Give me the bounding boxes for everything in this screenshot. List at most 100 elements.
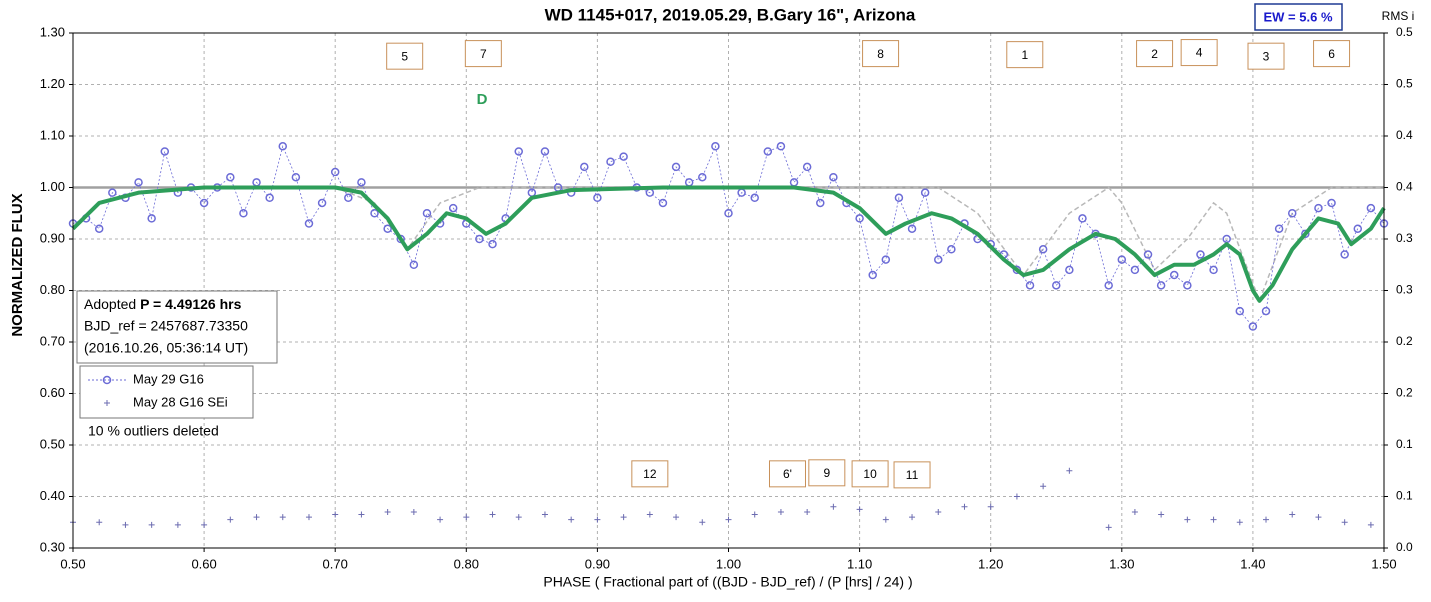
data-point — [94, 224, 104, 233]
ew-label: EW = 5.6 % — [1264, 9, 1333, 24]
data-cross — [856, 506, 863, 513]
data-point — [907, 224, 917, 233]
data-point — [789, 178, 799, 187]
y2-tick-label: 0.5 — [1396, 25, 1413, 39]
x-tick-label: 1.40 — [1240, 556, 1265, 571]
data-cross — [1066, 467, 1073, 474]
data-point — [108, 188, 117, 197]
legend-marker — [102, 375, 112, 385]
data-cross — [463, 514, 470, 521]
data-cross — [699, 519, 706, 526]
plot-frame — [72, 32, 1385, 549]
x-tick-label: 1.50 — [1371, 556, 1396, 571]
data-cross — [1131, 508, 1138, 515]
data-point — [1143, 250, 1153, 259]
data-cross — [305, 514, 312, 521]
data-cross — [122, 521, 129, 528]
data-point — [1078, 214, 1087, 223]
legend-frame — [79, 365, 254, 419]
data-cross — [384, 508, 391, 515]
data-point — [1196, 250, 1205, 259]
y-tick-label: 0.80 — [40, 282, 65, 297]
annotation-label: 8 — [877, 47, 884, 61]
data-point — [802, 162, 812, 172]
x-tick-label: 0.80 — [454, 556, 479, 571]
annotation: 11 — [893, 461, 931, 489]
data-cross — [1236, 519, 1243, 526]
data-point — [711, 142, 720, 151]
y2-tick-label: 0.1 — [1396, 489, 1413, 503]
data-point — [1209, 265, 1218, 275]
data-cross — [489, 511, 496, 518]
data-cross — [227, 516, 234, 523]
annotation-box — [862, 40, 900, 68]
data-cross — [646, 511, 653, 518]
annotation-box — [386, 42, 424, 70]
data-point — [855, 214, 864, 223]
data-point — [1012, 265, 1022, 275]
y2-tick-label: 0.2 — [1396, 334, 1413, 348]
annotation: 5 — [386, 42, 424, 70]
y-tick-label: 0.30 — [40, 539, 65, 554]
annotation: 6 — [1313, 40, 1351, 68]
data-point — [134, 178, 143, 187]
y2-tick-label: 0.4 — [1396, 180, 1413, 194]
legend-label: May 29 G16 — [133, 371, 204, 386]
annotation: 9 — [808, 459, 846, 487]
data-cross — [1158, 511, 1165, 518]
data-point — [1025, 281, 1035, 290]
annotation-label: 6 — [1328, 47, 1335, 61]
y-tick-label: 0.90 — [40, 230, 65, 245]
x-tick-label: 0.90 — [585, 556, 610, 571]
data-cross — [96, 519, 103, 526]
data-cross — [568, 516, 575, 523]
data-point — [1248, 322, 1258, 331]
data-point — [724, 209, 733, 218]
annotation: 8 — [862, 40, 900, 68]
data-line — [72, 144, 1385, 328]
data-point — [750, 193, 759, 203]
y-tick-label: 1.00 — [40, 179, 65, 194]
x-tick-label: 1.20 — [978, 556, 1003, 571]
data-cross — [961, 503, 968, 510]
data-cross — [1013, 493, 1020, 500]
data-cross — [515, 514, 522, 521]
annotation: 7 — [464, 40, 502, 68]
legend-label: May 28 G16 SEi — [133, 394, 228, 409]
info-date: (2016.10.26, 05:36:14 UT) — [84, 340, 248, 356]
data-point — [488, 239, 497, 249]
data-cross — [410, 508, 417, 515]
data-point — [606, 157, 615, 166]
annotation-box — [1136, 40, 1174, 68]
data-point — [593, 193, 602, 203]
y2-tick-label: 0.2 — [1396, 386, 1413, 400]
info-box: Adopted P = 4.49126 hrs BJD_ref = 245768… — [76, 290, 278, 364]
y-tick-label: 0.60 — [40, 385, 65, 400]
ew-box — [1254, 3, 1343, 31]
y2-tick-label: 0.5 — [1396, 77, 1413, 91]
annotation-label: 7 — [480, 47, 487, 61]
legend: May 29 G16 May 28 G16 SEi — [79, 365, 254, 419]
data-cross — [1263, 516, 1270, 523]
data-cross — [253, 514, 260, 521]
data-point — [776, 142, 786, 151]
annotation-label: 4 — [1196, 46, 1203, 60]
data-point — [475, 234, 484, 244]
data-cross — [201, 521, 208, 528]
data-cross — [594, 516, 601, 523]
annotation: 10 — [851, 460, 889, 488]
data-point — [580, 162, 589, 172]
data-cross — [725, 516, 732, 523]
y-tick-label: 1.30 — [40, 24, 65, 39]
data-cross — [1289, 511, 1296, 518]
data-point — [619, 152, 628, 161]
data-point — [1314, 203, 1323, 213]
data-point — [226, 172, 235, 182]
info-line: Adopted P = 4.49126 hrs — [84, 296, 242, 312]
data-point — [1065, 265, 1074, 275]
data-point — [934, 255, 943, 264]
data-point — [1353, 224, 1363, 233]
note: 10 % outliers deleted — [88, 423, 219, 439]
info-period: P = 4.49126 hrs — [140, 296, 242, 312]
data-point — [1038, 245, 1048, 254]
